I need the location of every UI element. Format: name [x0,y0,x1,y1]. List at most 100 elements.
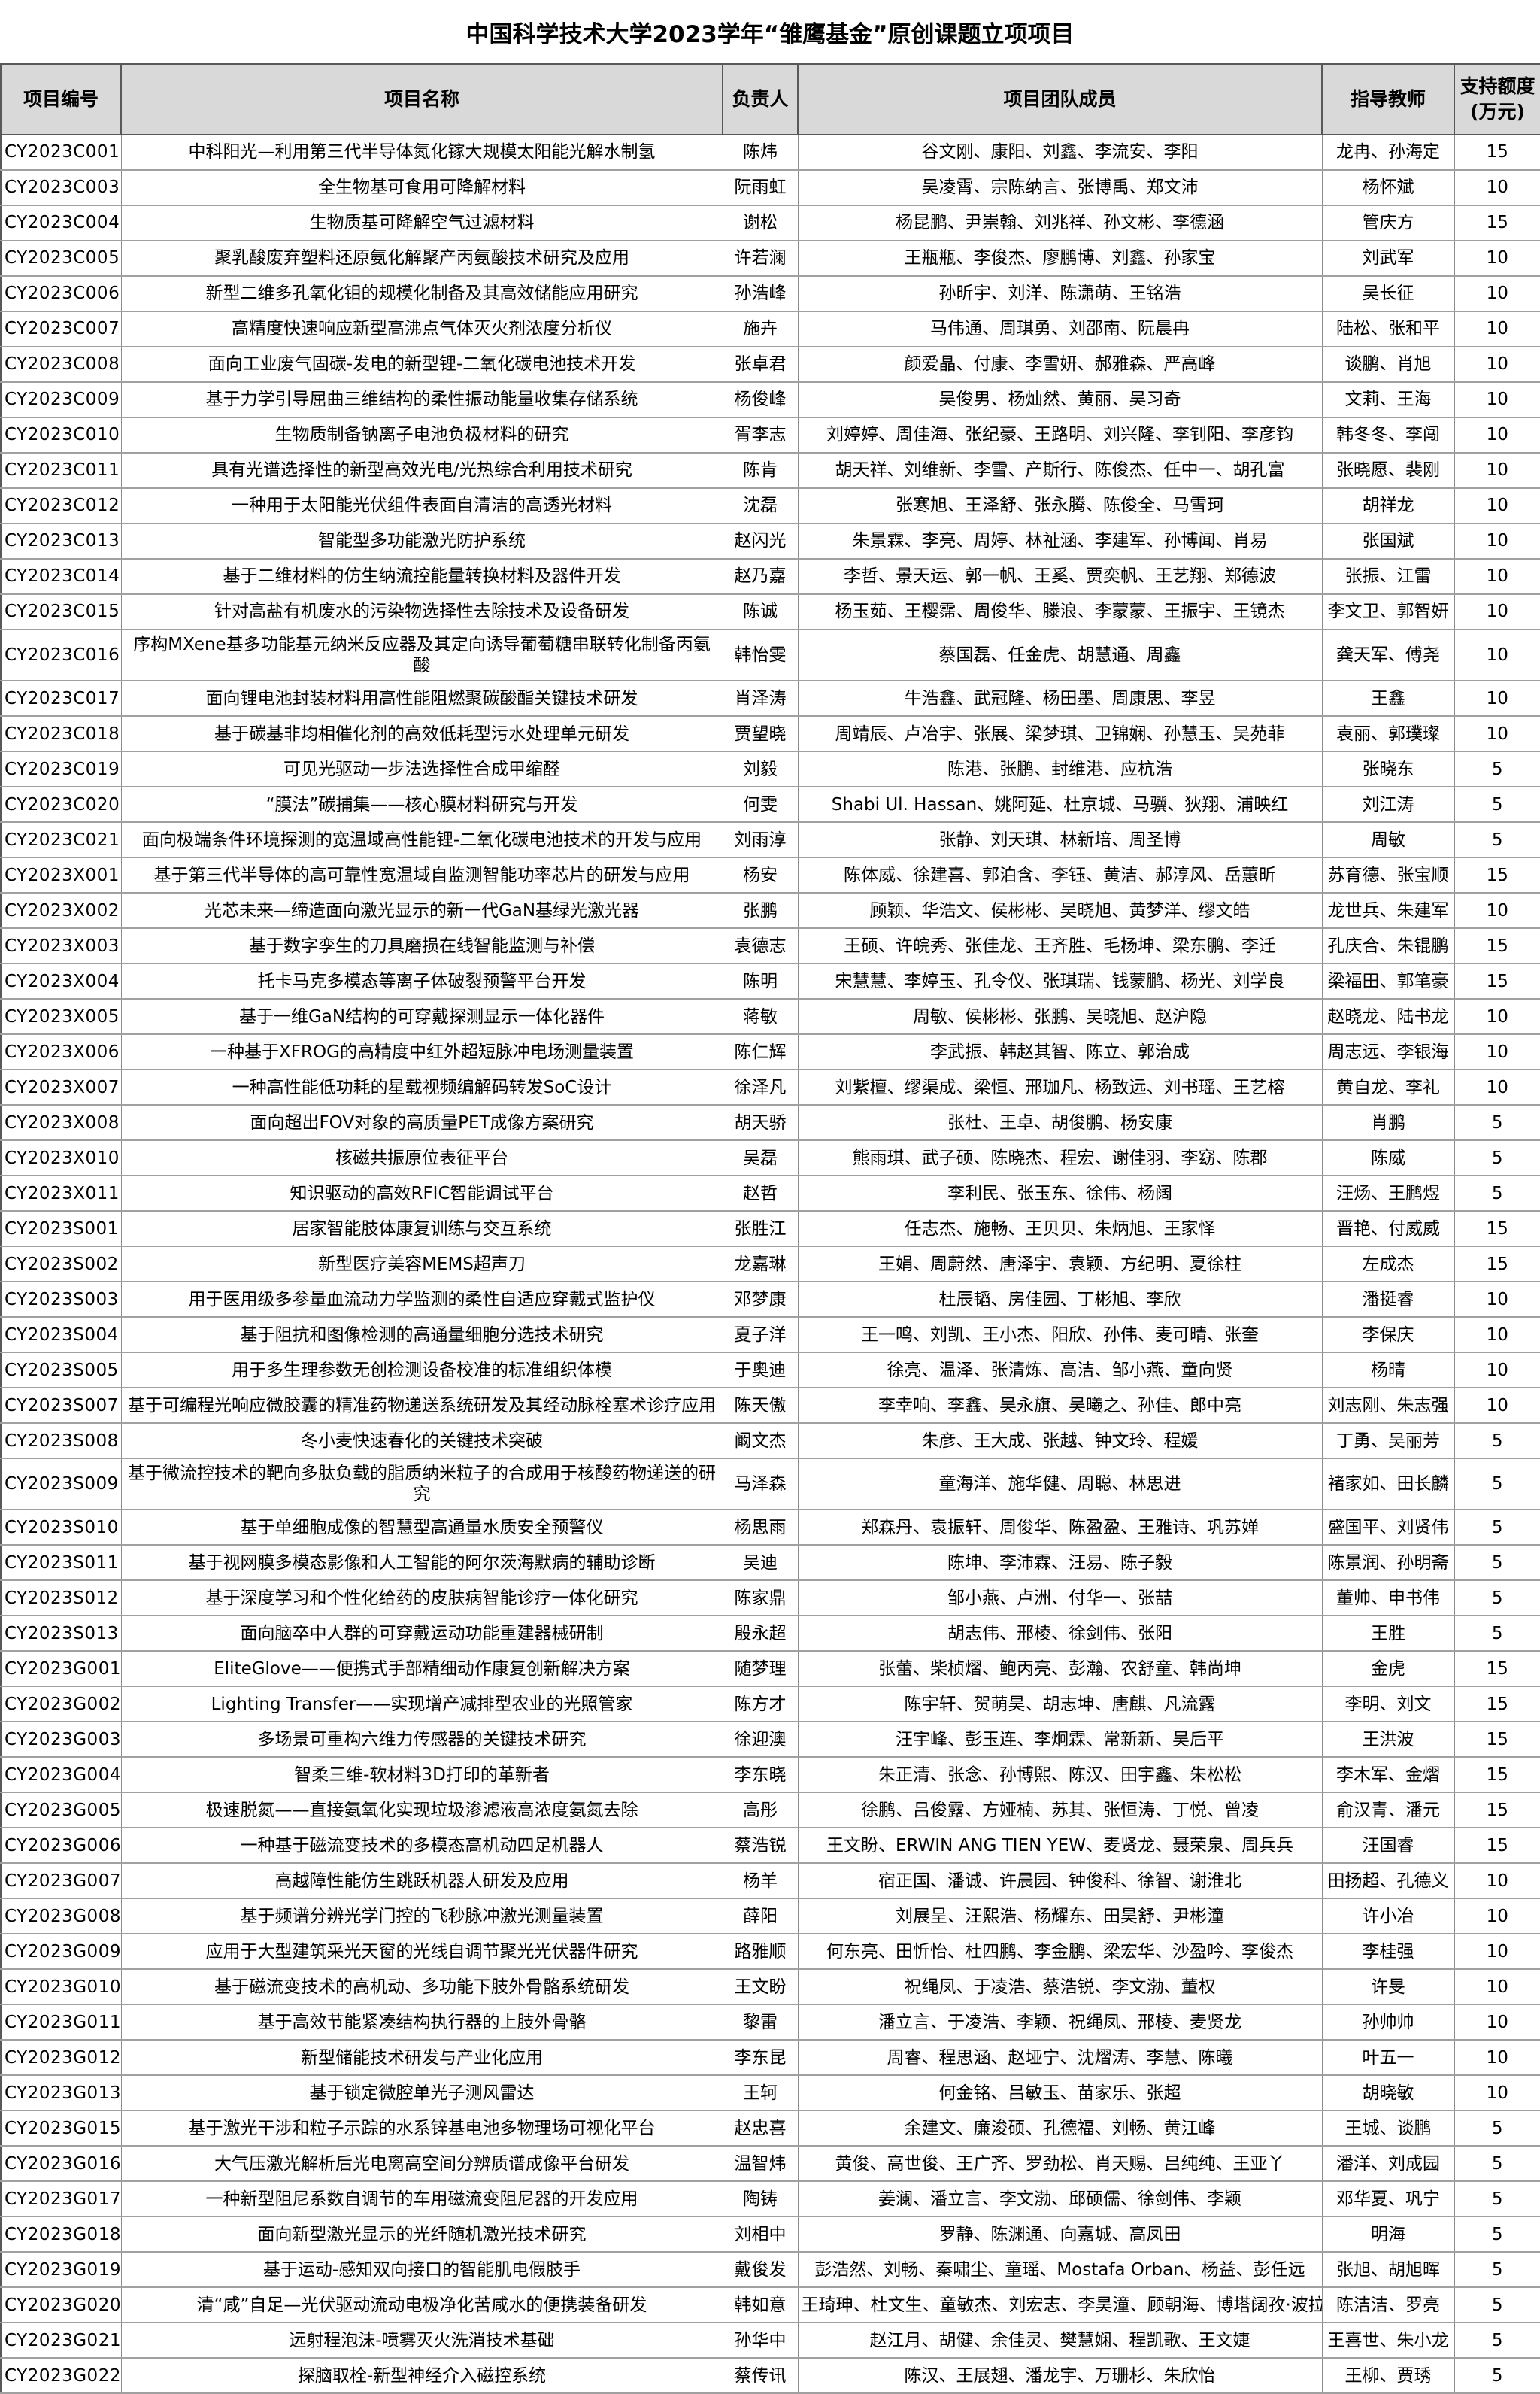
cell-project-id: CY2023G021 [0,2322,122,2359]
cell-project-name: 一种基于XFROG的高精度中红外超短脉冲电场测量装置 [120,1033,723,1071]
cell-project-id: CY2023S011 [0,1544,122,1582]
cell-advisor: 胡祥龙 [1321,487,1455,524]
table-body: CY2023C001 中科阳光—利用第三代半导体氮化镓大规模太阳能光解水制氢 陈炜谷… [0,134,1540,2394]
cell-project-name: 基于微流控技术的靶向多肽负载的脂质纳米粒子的合成用于核酸药物递送的研究 [120,1458,723,1511]
table-row: CY2023S004 基于阻抗和图像检测的高通量细胞分选技术研究 夏子洋 王一鸣、刘凯… [0,1316,1540,1354]
cell-advisor: 孔庆合、朱锟鹏 [1321,927,1455,965]
table-row: CY2023G001 EliteGlove——便携式手部精细动作康复创新解决方案随… [0,1650,1540,1688]
cell-leader: 吴磊 [722,1139,799,1177]
cell-project-id: CY2023G009 [0,1933,122,1971]
column-header-support-amount: 支持额度 (万元) [1454,63,1540,135]
cell-project-name: 用于医用级多参量血流动力学监测的柔性自适应穿戴式监护仪 [120,1281,723,1318]
cell-project-name: 序构MXene基多功能基元纳米反应器及其定向诱导葡萄糖串联转化制备丙氨酸 [120,628,723,682]
cell-leader: 吴迪 [722,1544,799,1582]
column-sublabel: (万元) [1470,101,1525,123]
cell-support-amount: 15 [1454,927,1540,965]
cell-support-amount: 10 [1454,346,1540,383]
table-row: CY2023S010 基于单细胞成像的智慧型高通量水质安全预警仪 杨思雨 郑森丹、袁振… [0,1509,1540,1546]
column-header-leader: 负责人 [722,63,799,135]
cell-advisor: 褚家如、田长麟 [1321,1458,1455,1511]
cell-project-id: CY2023C015 [0,593,122,630]
cell-advisor: 韩冬冬、李闯 [1321,417,1455,454]
cell-team-members: 何金铭、吕敏玉、苗家乐、张超 [797,2074,1323,2112]
table-row: CY2023S001 居家智能肢体康复训练与交互系统 张胜江 任志杰、施畅、王贝贝、朱… [0,1210,1540,1248]
table-row: CY2023X007 一种高性能低功耗的星载视频编解码转发SoC设计 徐泽凡 刘紫檀、… [0,1069,1540,1106]
cell-advisor: 赵晓龙、陆书龙 [1321,998,1455,1036]
cell-leader: 徐泽凡 [722,1069,799,1106]
table-row: CY2023S008 冬小麦快速春化的关键技术突破 阚文杰 朱彦、王大成、张越、钟文玲… [0,1422,1540,1460]
cell-support-amount: 10 [1454,2004,1540,2041]
cell-project-id: CY2023C009 [0,381,122,418]
page-title: 中国科学技术大学2023学年“雏鹰基金”原创课题立项项目 [0,0,1540,63]
table-row: CY2023C008 面向工业废气固碳-发电的新型锂-二氧化碳电池技术开发 张卓君颜… [0,346,1540,383]
cell-project-id: CY2023S005 [0,1352,122,1389]
cell-leader: 陶铸 [722,2180,799,2218]
cell-support-amount: 10 [1454,892,1540,930]
cell-advisor: 杨怀斌 [1321,169,1455,206]
table-row: CY2023C010 生物质制备钠离子电池负极材料的研究 胥李志 刘婷婷、周佳海、张纪… [0,417,1540,454]
cell-team-members: 姜澜、潘立言、李文渤、邱硕儒、徐剑伟、李颖 [797,2180,1323,2218]
cell-project-name: 面向锂电池封装材料用高性能阻燃聚碳酸酯关键技术研发 [120,680,723,718]
cell-leader: 随梦理 [722,1650,799,1688]
table-row: CY2023C005 聚乳酸废弃塑料还原氨化解聚产丙氨酸技术研究及应用 许若澜 王瓶瓶… [0,240,1540,277]
cell-team-members: 张静、刘天琪、林新培、周圣博 [797,821,1323,859]
cell-project-name: “膜法”碳捕集——核心膜材料研究与开发 [120,786,723,824]
cell-project-id: CY2023C006 [0,275,122,312]
table-row: CY2023G022 探脑取栓-新型神经介入磁控系统 蔡传讯 陈汉、王展翅、潘龙宇、万… [0,2357,1540,2394]
cell-project-name: 基于深度学习和个性化给药的皮肤病智能诊疗一体化研究 [120,1579,723,1617]
cell-advisor: 陆松、张和平 [1321,311,1455,347]
cell-leader: 韩怡雯 [722,628,799,682]
cell-advisor: 李明、刘文 [1321,1686,1455,1723]
cell-advisor: 盛国平、刘贤伟 [1321,1509,1455,1546]
cell-leader: 陈诚 [722,593,799,630]
cell-advisor: 王胜 [1321,1615,1455,1652]
cell-team-members: 谷文刚、康阳、刘鑫、李流安、李阳 [797,134,1323,171]
cell-project-name: 极速脱氮——直接氨氧化实现垃圾渗滤液高浓度氨氮去除 [120,1792,723,1829]
cell-team-members: 杨玉茹、王樱霈、周俊华、滕浪、李蒙蒙、王振宇、王镜杰 [797,593,1323,630]
cell-project-id: CY2023G012 [0,2039,122,2077]
cell-leader: 赵哲 [722,1175,799,1212]
cell-advisor: 周志远、李银海 [1321,1033,1455,1071]
table-row: CY2023S009 基于微流控技术的靶向多肽负载的脂质纳米粒子的合成用于核酸药物… [0,1458,1540,1511]
table-row: CY2023C020 “膜法”碳捕集——核心膜材料研究与开发 何雯 Shabi Ul.… [0,786,1540,824]
cell-project-id: CY2023S003 [0,1281,122,1318]
cell-team-members: 徐亮、温泽、张清炼、高洁、邹小燕、童向贤 [797,1352,1323,1389]
cell-team-members: 李哲、景天运、郭一帆、王奚、贾奕帆、王艺翔、郑德波 [797,558,1323,595]
table-row: CY2023G016 大气压激光解析后光电离高空间分辨质谱成像平台研发 温智炜 黄俊、… [0,2145,1540,2183]
cell-team-members: 周睿、程思涵、赵垭宁、沈熠涛、李慧、陈曦 [797,2039,1323,2077]
cell-project-name: 基于运动-感知双向接口的智能肌电假肢手 [120,2251,723,2289]
cell-leader: 袁德志 [722,927,799,965]
table-row: CY2023S012 基于深度学习和个性化给药的皮肤病智能诊疗一体化研究 陈家鼎 邹小… [0,1579,1540,1617]
cell-project-id: CY2023G004 [0,1756,122,1794]
cell-leader: 刘相中 [722,2216,799,2253]
cell-support-amount: 10 [1454,1387,1540,1425]
table-row: CY2023X010 核磁共振原位表征平台 吴磊 熊雨琪、武子硕、陈晓杰、程宏、谢佳羽… [0,1139,1540,1177]
cell-support-amount: 10 [1454,1898,1540,1935]
cell-project-id: CY2023S001 [0,1210,122,1248]
cell-support-amount: 10 [1454,487,1540,524]
cell-leader: 赵忠喜 [722,2110,799,2147]
cell-team-members: 王瓶瓶、李俊杰、廖鹏博、刘鑫、孙家宝 [797,240,1323,277]
cell-support-amount: 10 [1454,1033,1540,1071]
cell-leader: 胡天骄 [722,1104,799,1142]
cell-advisor: 刘武军 [1321,240,1455,277]
cell-project-name: 基于高效节能紧凑结构执行器的上肢外骨骼 [120,2004,723,2041]
cell-project-id: CY2023G020 [0,2286,122,2324]
cell-project-name: 基于一维GaN结构的可穿戴探测显示一体化器件 [120,998,723,1036]
cell-team-members: 余建文、廉浚硕、孔德福、刘畅、黄江峰 [797,2110,1323,2147]
cell-advisor: 汪国睿 [1321,1827,1455,1865]
cell-project-name: 基于二维材料的仿生纳流控能量转换材料及器件开发 [120,558,723,595]
table-row: CY2023G008 基于频谱分辨光学门控的飞秒脉冲激光测量装置 薛阳 刘展呈、汪熙浩… [0,1898,1540,1935]
cell-advisor: 李保庆 [1321,1316,1455,1354]
cell-project-name: 居家智能肢体康复训练与交互系统 [120,1210,723,1248]
cell-advisor: 苏育德、张宝顺 [1321,857,1455,894]
table-row: CY2023G018 面向新型激光显示的光纤随机激光技术研究 刘相中 罗静、陈渊通、向… [0,2216,1540,2253]
cell-project-name: 应用于大型建筑采光天窗的光线自调节聚光光伏器件研究 [120,1933,723,1971]
cell-leader: 沈磊 [722,487,799,524]
cell-team-members: 邹小燕、卢洲、付华一、张喆 [797,1579,1323,1617]
cell-support-amount: 5 [1454,1139,1540,1177]
cell-team-members: 吴俊男、杨灿然、黄丽、吴习奇 [797,381,1323,418]
cell-leader: 王轲 [722,2074,799,2112]
cell-team-members: 童海洋、施华健、周聪、林思进 [797,1458,1323,1511]
cell-team-members: 陈宇轩、贺萌昊、胡志坤、唐麒、凡流露 [797,1686,1323,1723]
